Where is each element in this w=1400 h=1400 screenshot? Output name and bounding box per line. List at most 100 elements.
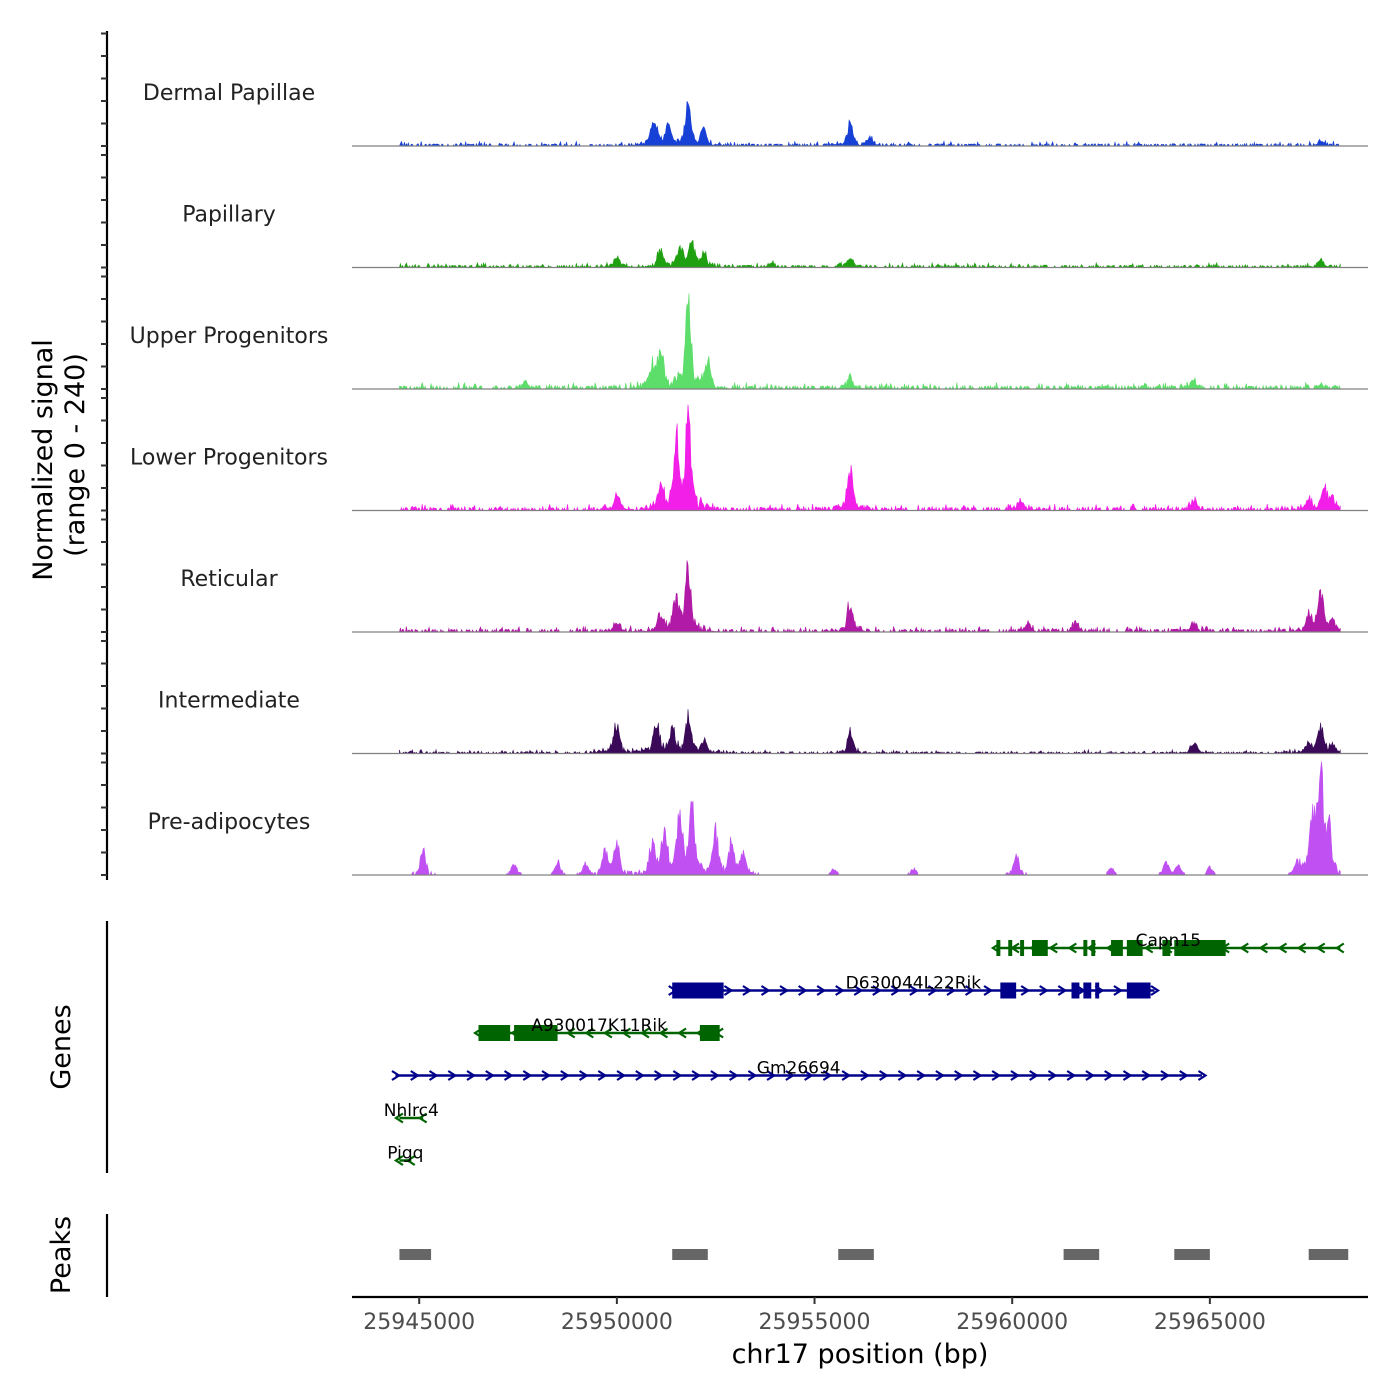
strand-chevron [447, 1070, 458, 1081]
strand-chevron [927, 985, 938, 996]
gene-label: Capn15 [1136, 931, 1202, 951]
signal-area [399, 709, 1341, 755]
strand-chevron [1067, 942, 1077, 954]
exon [1174, 940, 1226, 956]
strand-chevron [728, 1070, 739, 1081]
x-tick-label: 25965000 [1154, 1310, 1266, 1335]
strand-chevron [391, 1070, 402, 1081]
strand-chevron [822, 1070, 833, 1081]
strand-chevron [916, 1070, 927, 1081]
exon [996, 940, 1001, 956]
strand-chevron [393, 1112, 404, 1124]
exon [1095, 982, 1100, 999]
strand-chevron [747, 1070, 758, 1081]
track-papillary: Papillary [182, 203, 1368, 269]
strand-chevron [710, 1070, 720, 1081]
strand-chevron [766, 1070, 777, 1081]
strand-chevron [1143, 942, 1154, 954]
strand-chevron [417, 1112, 428, 1124]
strand-chevron [639, 1027, 650, 1039]
track-label: Dermal Papillae [143, 81, 315, 106]
gene-label: D630044L22Rik [846, 974, 982, 994]
gene-nhlrc4: Nhlrc4 [384, 1101, 439, 1124]
genes-title: Genes [46, 1004, 77, 1089]
strand-chevron [1039, 985, 1049, 996]
x-tick-label: 25955000 [759, 1310, 871, 1335]
strand-chevron [723, 985, 734, 996]
strand-chevron [1113, 985, 1123, 996]
exon [1126, 982, 1151, 999]
strand-chevron [1010, 1070, 1020, 1081]
track-upper-progenitors: Upper Progenitors [130, 293, 1368, 391]
strand-chevron [785, 1070, 795, 1081]
peak-region [1063, 1249, 1100, 1260]
strand-chevron [578, 1070, 589, 1081]
strand-chevron [1160, 1070, 1170, 1081]
x-tick-label: 25960000 [956, 1310, 1068, 1335]
track-label: Reticular [180, 567, 278, 592]
y-axis-title-line1: Normalized signal [28, 339, 59, 581]
strand-chevron [653, 1070, 664, 1081]
x-tick-label: 25950000 [561, 1310, 673, 1335]
strand-chevron [779, 985, 790, 996]
signal-y-axis [101, 31, 109, 880]
strand-chevron [1066, 1070, 1077, 1081]
exon [1020, 940, 1025, 956]
gene-gm26694: Gm26694 [391, 1059, 1208, 1081]
signal-area [399, 239, 1341, 269]
strand-chevron [597, 1070, 608, 1081]
signal-area [399, 293, 1341, 391]
strand-chevron [621, 1027, 632, 1039]
strand-chevron [1277, 942, 1288, 954]
exon [514, 1025, 558, 1041]
track-label: Intermediate [158, 689, 300, 714]
exon [1111, 940, 1123, 956]
strand-chevron [954, 1070, 964, 1081]
strand-chevron [672, 1070, 683, 1081]
peak-region [838, 1249, 874, 1260]
track-intermediate: Intermediate [158, 689, 1368, 755]
strand-chevron [841, 1070, 852, 1081]
strand-chevron [890, 985, 901, 996]
y-axis-title-line2: (range 0 - 240) [60, 353, 91, 557]
track-label: Lower Progenitors [130, 446, 328, 471]
strand-chevron [1104, 1070, 1114, 1081]
peaks-title: Peaks [46, 1216, 77, 1294]
strand-chevron [616, 1070, 627, 1081]
track-label: Pre-adipocytes [148, 810, 311, 835]
strand-chevron [677, 1027, 687, 1039]
strand-chevron [1122, 1070, 1133, 1081]
peak-region [1308, 1249, 1349, 1260]
strand-chevron [1334, 942, 1345, 954]
signal-area [399, 560, 1341, 634]
exon [1162, 940, 1171, 956]
track-label: Upper Progenitors [130, 324, 329, 349]
peak-region [399, 1249, 432, 1260]
strand-chevron [466, 1070, 477, 1081]
strand-chevron [860, 1070, 870, 1081]
strand-chevron [1029, 1070, 1039, 1081]
gene-annotations: Capn15 D630044L22Rik A930017K11Rik Gm26694 N… [384, 931, 1345, 1166]
strand-chevron [1048, 942, 1058, 954]
strand-chevron [393, 1155, 404, 1166]
strand-chevron [1179, 1070, 1189, 1081]
strand-chevron [935, 1070, 945, 1081]
strand-chevron [1258, 942, 1268, 954]
strand-chevron [1085, 1070, 1095, 1081]
strand-chevron [405, 1155, 416, 1166]
exon [1083, 940, 1088, 956]
strand-chevron [853, 985, 864, 996]
track-lower-progenitors: Lower Progenitors [130, 404, 1368, 512]
strand-chevron [991, 1070, 1002, 1081]
strand-chevron [691, 1070, 702, 1081]
strand-chevron [541, 1070, 552, 1081]
strand-chevron [972, 1070, 983, 1081]
gene-label: Pigq [387, 1144, 423, 1164]
strand-chevron [897, 1070, 908, 1081]
strand-chevron [602, 1027, 613, 1039]
exon [1071, 982, 1080, 999]
strand-chevron [584, 1027, 594, 1039]
track-dermal-papillae: Dermal Papillae [143, 81, 1368, 147]
track-pre-adipocytes: Pre-adipocytes [148, 761, 1368, 877]
